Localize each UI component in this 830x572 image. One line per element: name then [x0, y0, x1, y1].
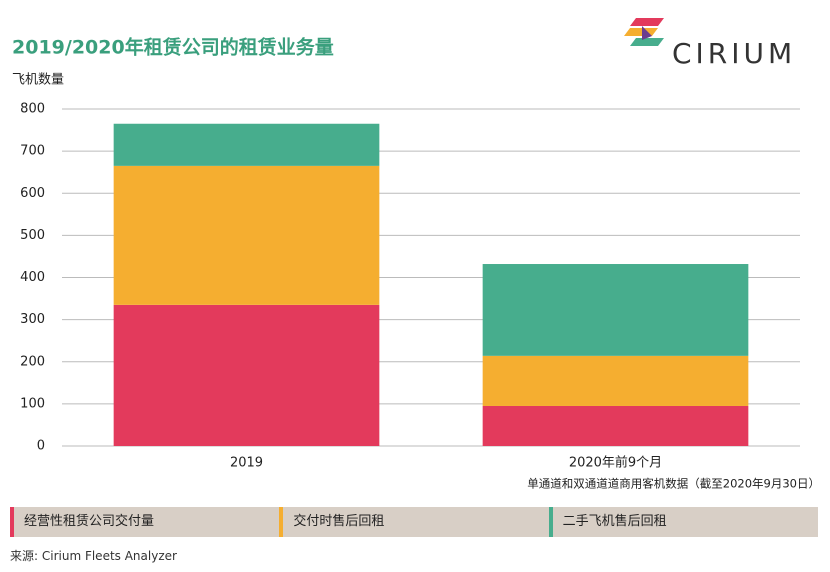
y-tick-label: 0	[37, 439, 45, 454]
bar-segment	[113, 165, 380, 305]
y-tick-label: 800	[20, 102, 45, 117]
bar-segment	[113, 123, 380, 166]
y-tick-label: 400	[20, 270, 45, 285]
y-tick-label: 300	[20, 312, 45, 327]
chart: 2019/2020年租赁公司的租赁业务量 飞机数量 CIRIUM 单通道和双通道…	[12, 18, 820, 491]
bar-segment	[482, 264, 749, 356]
y-tick-label: 100	[20, 396, 45, 411]
y-tick-label: 700	[20, 144, 45, 159]
legend: 经营性租赁公司交付量 交付时售后回租 二手飞机售后回租	[10, 507, 818, 537]
legend-entry: 交付时售后回租	[279, 507, 548, 537]
bar-segment	[482, 355, 749, 406]
source: 来源: Cirium Fleets Analyzer	[10, 549, 177, 563]
y-tick-label: 500	[20, 228, 45, 243]
y-tick-label: 600	[20, 186, 45, 201]
bar-segment	[113, 304, 380, 446]
y-tick-label: 200	[20, 354, 45, 369]
logo-mark	[624, 18, 664, 46]
bar-segment	[482, 405, 749, 446]
x-tick-label: 2020年前9个月	[569, 455, 662, 471]
legend-entry: 二手飞机售后回租	[548, 507, 818, 537]
legend-entry: 经营性租赁公司交付量	[10, 507, 279, 537]
note: 单通道和双通道道商用客机数据（截至2020年9月30日）	[527, 477, 820, 491]
chart-title: 2019/2020年租赁公司的租赁业务量	[12, 36, 334, 59]
logo-text: CIRIUM	[672, 37, 796, 70]
x-tick-label: 2019	[230, 456, 263, 471]
y-axis-label: 飞机数量	[12, 73, 64, 88]
